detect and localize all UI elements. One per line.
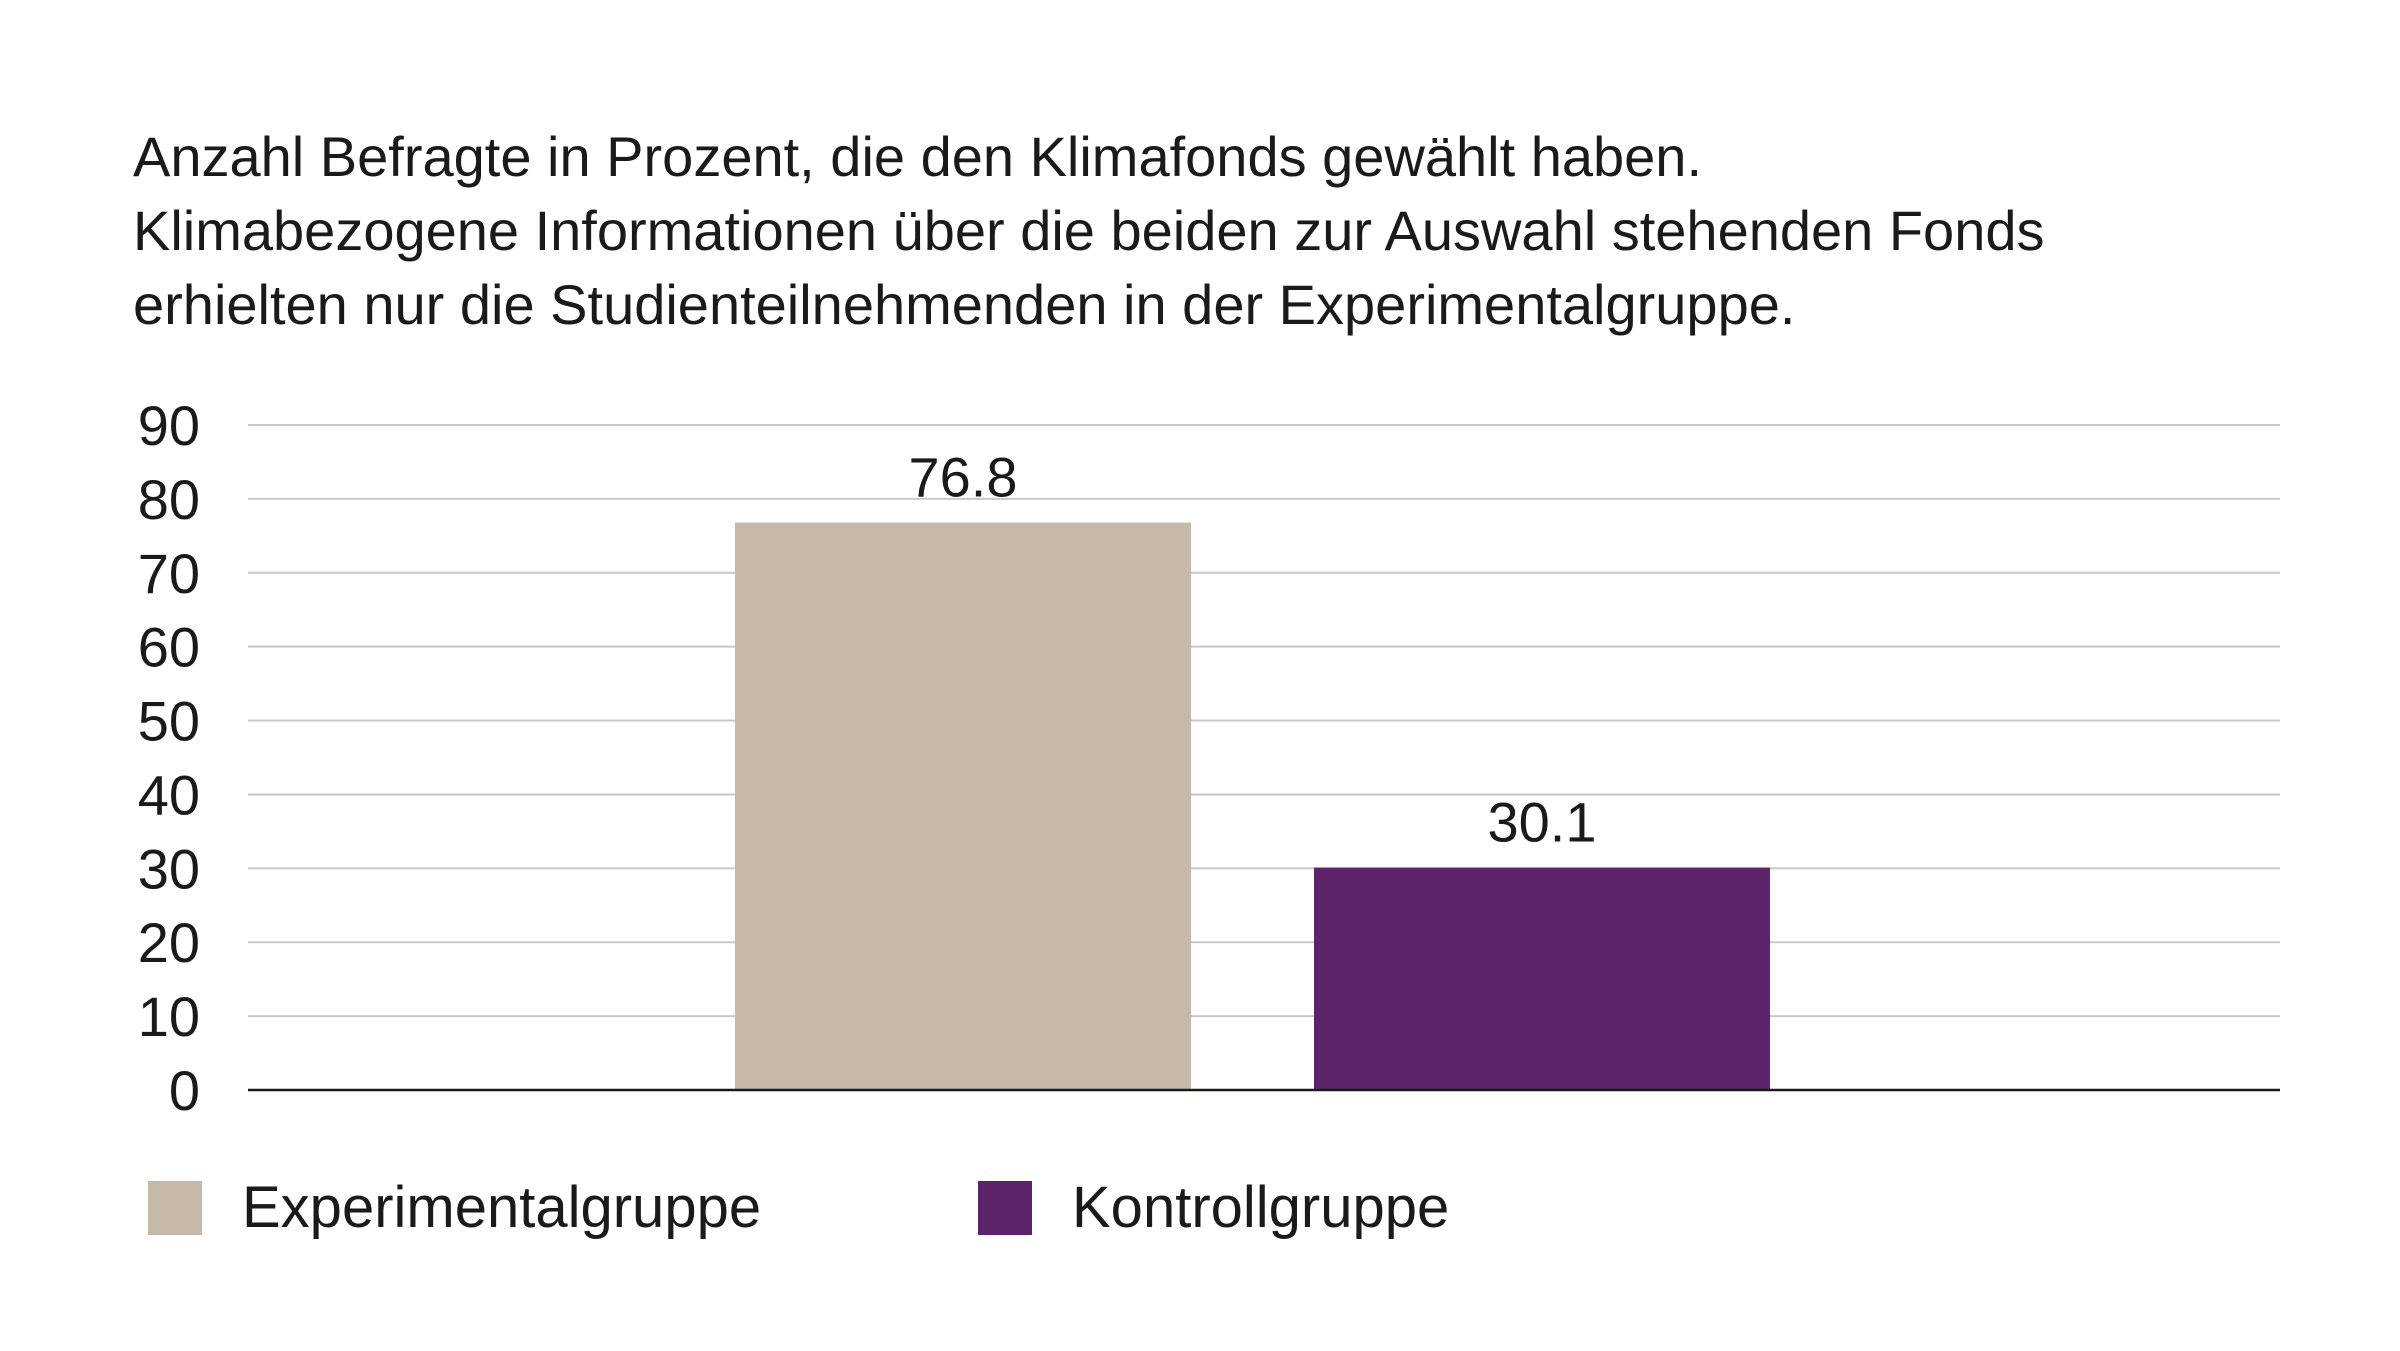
bar-kontrollgruppe (1314, 867, 1770, 1090)
y-tick-label-70: 70 (138, 542, 200, 605)
legend-label-kontrollgruppe: Kontrollgruppe (1072, 1175, 1450, 1240)
legend-swatch-experimentalgruppe (148, 1181, 202, 1235)
chart-title-line-3: erhielten nur die Studienteilnehmenden i… (133, 273, 1796, 336)
y-tick-label-50: 50 (138, 690, 200, 753)
chart-title: Anzahl Befragte in Prozent, die den Klim… (133, 120, 2283, 342)
y-tick-label-20: 20 (138, 911, 200, 974)
y-tick-label-80: 80 (138, 468, 200, 531)
legend-label-experimentalgruppe: Experimentalgruppe (242, 1175, 762, 1240)
chart-title-line-1: Anzahl Befragte in Prozent, die den Klim… (133, 125, 1703, 188)
chart-title-line-2: Klimabezogene Informationen über die bei… (133, 199, 2045, 262)
legend-swatch-kontrollgruppe (978, 1181, 1032, 1235)
y-tick-label-60: 60 (138, 616, 200, 679)
y-tick-label-90: 90 (138, 394, 200, 457)
bar-experimentalgruppe (735, 522, 1191, 1090)
y-tick-label-30: 30 (138, 837, 200, 900)
y-tick-label-10: 10 (138, 985, 200, 1048)
y-tick-label-0: 0 (169, 1059, 200, 1122)
data-label-experimentalgruppe: 76.8 (909, 446, 1018, 509)
y-tick-label-40: 40 (138, 763, 200, 826)
data-label-kontrollgruppe: 30.1 (1488, 791, 1597, 854)
